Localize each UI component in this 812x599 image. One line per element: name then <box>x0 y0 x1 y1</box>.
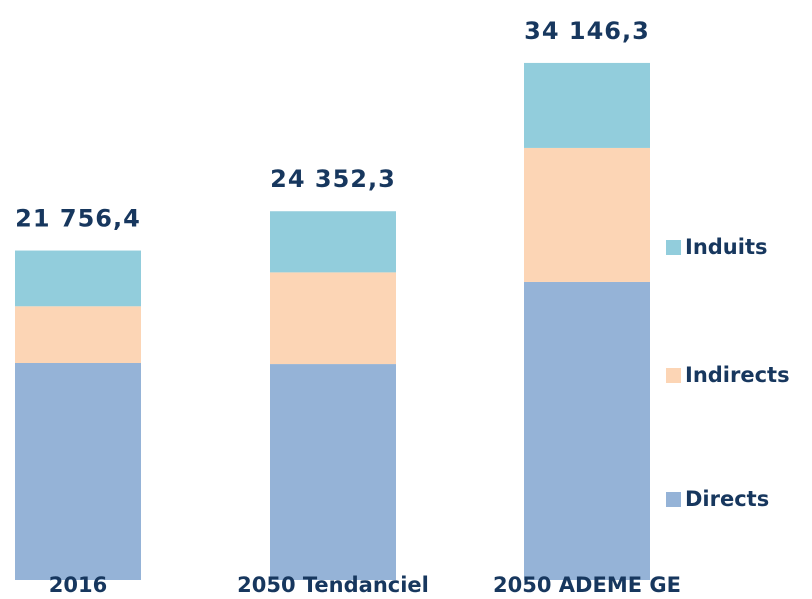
bar-segment <box>15 250 141 307</box>
total-label: 34 146,3 <box>524 17 650 45</box>
legend-swatch <box>666 368 681 383</box>
x-tick-label: 2050 Tendanciel <box>237 573 429 597</box>
bar-segment <box>270 211 396 273</box>
x-tick-label: 2016 <box>49 573 107 597</box>
bar-segment <box>15 306 141 364</box>
legend-swatch <box>666 492 681 507</box>
bar-segment <box>524 281 650 580</box>
legend-label: Indirects <box>685 363 790 387</box>
legend-label: Directs <box>685 487 769 511</box>
legend-swatch <box>666 240 681 255</box>
x-tick-label: 2050 ADEME GE <box>493 573 681 597</box>
bar-segment <box>270 364 396 580</box>
total-label: 21 756,4 <box>15 205 141 233</box>
bar-segment <box>15 363 141 580</box>
legend-label: Induits <box>685 235 767 259</box>
bar-segment <box>270 272 396 365</box>
bar-segment <box>524 147 650 282</box>
bar-segment <box>524 62 650 148</box>
total-label: 24 352,3 <box>270 165 396 193</box>
